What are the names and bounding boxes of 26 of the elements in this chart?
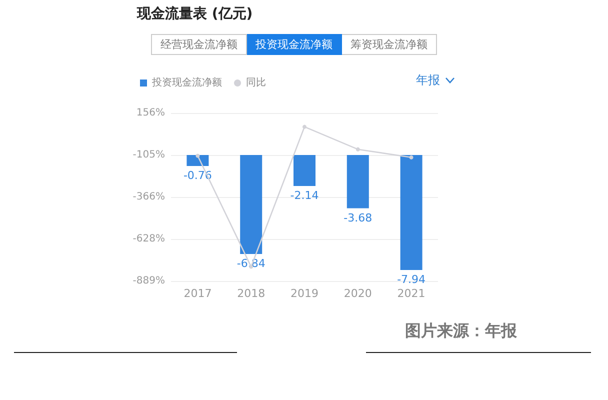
text: 图片来源：年报 — [405, 321, 517, 342]
y-tick-label: -889% — [132, 276, 165, 286]
text: 年报 — [416, 72, 440, 89]
data-label: -6.84 — [236, 257, 266, 270]
x-tick-label: 2018 — [237, 287, 266, 300]
y-tick-label: -628% — [132, 234, 165, 245]
chart-title: 现金流量表 (亿元) — [137, 5, 253, 23]
data-label: -7.94 — [397, 272, 426, 286]
data-label: -3.68 — [344, 211, 372, 224]
data-label: -2.14 — [290, 188, 319, 202]
x-tick-label: 2020 — [344, 287, 372, 300]
x-tick-label: 2019 — [290, 287, 318, 300]
point — [196, 154, 200, 158]
point — [409, 155, 414, 160]
tab: 经营现金流净额 — [151, 34, 247, 55]
y-tick-label: -105% — [132, 149, 165, 160]
y-tick-label: 156% — [136, 108, 165, 118]
legend-label: 投资现金流净额 — [151, 76, 222, 88]
tab: 筹资现金流净额 — [342, 34, 437, 55]
point — [356, 147, 360, 152]
x-tick-label: 2017 — [184, 287, 212, 300]
y-tick-label: -366% — [132, 191, 165, 202]
legend-label: 同比 — [246, 76, 266, 88]
point — [302, 124, 306, 129]
tab: 投资现金流净额 — [247, 34, 342, 55]
x-tick-label: 2021 — [397, 287, 426, 300]
